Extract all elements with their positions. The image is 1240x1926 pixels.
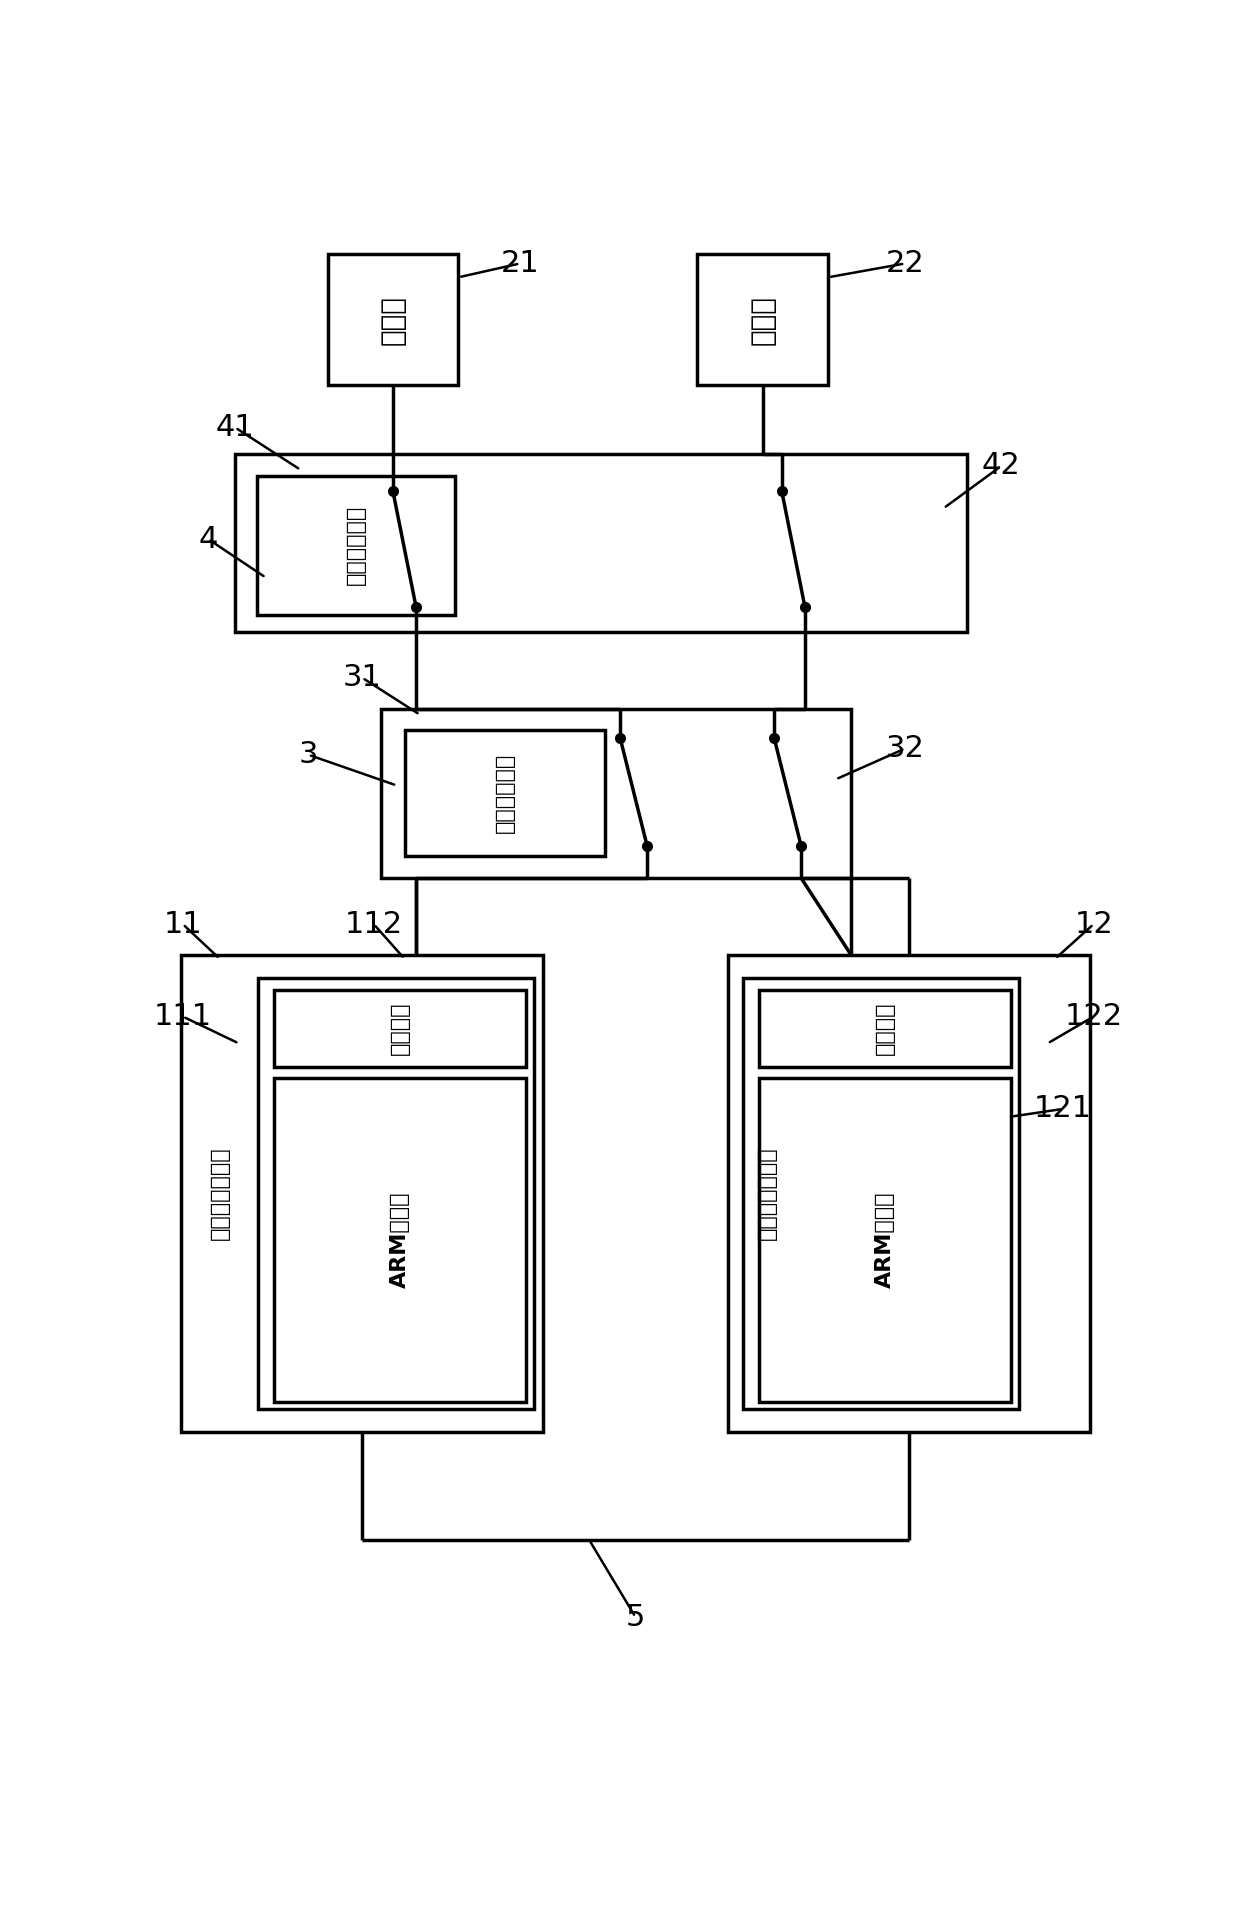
Bar xyxy=(759,1079,1012,1402)
Bar xyxy=(236,455,967,632)
Bar xyxy=(274,1079,526,1402)
Text: ARM控制器: ARM控制器 xyxy=(875,1192,895,1288)
Text: 功率模块: 功率模块 xyxy=(389,1002,410,1055)
Text: 3: 3 xyxy=(299,740,317,768)
Text: 第二继电器组: 第二继电器组 xyxy=(346,505,366,586)
Text: 121: 121 xyxy=(1034,1094,1092,1123)
Bar xyxy=(743,978,1019,1410)
Bar xyxy=(697,254,828,385)
Bar xyxy=(728,955,1090,1433)
Bar xyxy=(327,254,459,385)
Bar xyxy=(759,990,1012,1067)
Text: 112: 112 xyxy=(345,909,403,938)
Text: 4: 4 xyxy=(198,524,218,553)
Text: 31: 31 xyxy=(342,663,382,691)
Text: 第一继电器组: 第一继电器组 xyxy=(495,753,515,834)
Bar xyxy=(404,730,605,857)
Text: 21: 21 xyxy=(501,248,539,277)
Bar xyxy=(258,978,534,1410)
Text: 12: 12 xyxy=(1074,909,1114,938)
Text: 充电枪控制模块: 充电枪控制模块 xyxy=(210,1146,229,1240)
Text: 41: 41 xyxy=(216,412,254,441)
Text: 11: 11 xyxy=(164,909,202,938)
Text: 122: 122 xyxy=(1065,1002,1122,1030)
Bar xyxy=(274,990,526,1067)
Bar xyxy=(257,476,455,614)
Text: 111: 111 xyxy=(154,1002,212,1030)
Text: 42: 42 xyxy=(982,451,1021,480)
Bar xyxy=(382,709,851,878)
Text: 32: 32 xyxy=(885,734,925,763)
Text: 充电枪: 充电枪 xyxy=(749,295,776,345)
Text: 功率模块: 功率模块 xyxy=(875,1002,895,1055)
Bar xyxy=(181,955,543,1433)
Text: 充电枪: 充电枪 xyxy=(379,295,407,345)
Text: 5: 5 xyxy=(626,1602,645,1631)
Text: 充电枪控制模块: 充电枪控制模块 xyxy=(756,1146,776,1240)
Text: ARM控制器: ARM控制器 xyxy=(389,1192,410,1288)
Text: 22: 22 xyxy=(885,248,924,277)
